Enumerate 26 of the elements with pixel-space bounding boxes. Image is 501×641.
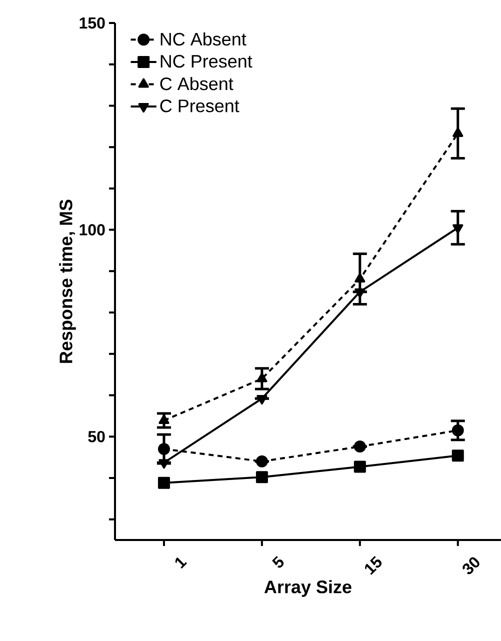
y-tick-label: 150: [80, 17, 105, 29]
point: [354, 440, 366, 453]
point: [158, 414, 170, 424]
point: [256, 455, 268, 468]
point: [158, 443, 170, 456]
y-tick-label: 50: [88, 430, 105, 442]
point: [256, 372, 268, 382]
legend-label: NC Absent: [160, 32, 246, 46]
point: [452, 424, 464, 436]
point: [354, 460, 366, 473]
point: [256, 471, 268, 484]
y-axis-title: Response time, MS: [59, 200, 76, 363]
x-tick-label: 30: [462, 557, 480, 574]
point: [354, 273, 366, 283]
y-tick-label: 100: [80, 224, 105, 236]
x-tick-label: 15: [364, 556, 382, 575]
legend-label: C Absent: [160, 76, 234, 90]
x-tick-label: 5: [272, 556, 284, 568]
legend-label: C Present: [160, 100, 240, 112]
x-tick-label: 1: [175, 557, 187, 569]
point: [158, 476, 170, 489]
point: [452, 127, 464, 137]
legend-label: NC Present: [160, 54, 252, 68]
point: [452, 450, 464, 462]
point: [158, 459, 170, 469]
x-axis-title: Array Size: [264, 580, 352, 597]
